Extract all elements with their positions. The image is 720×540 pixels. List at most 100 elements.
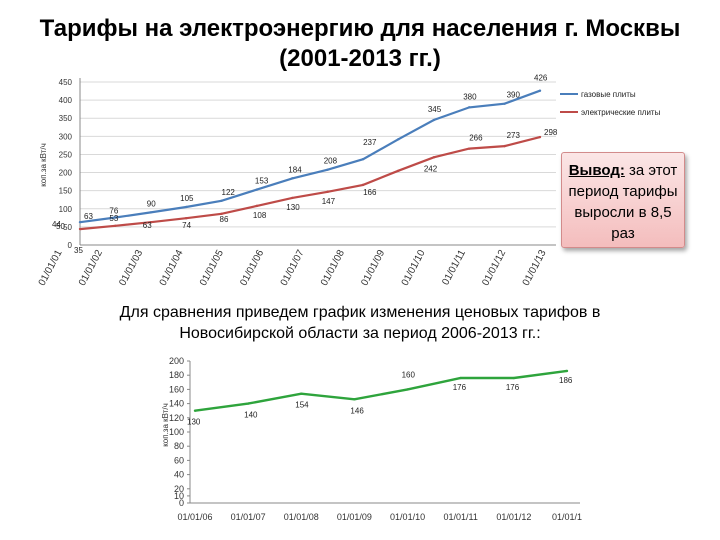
data-point	[246, 402, 250, 405]
data-label: 74	[182, 221, 191, 230]
data-label: 140	[244, 411, 258, 420]
data-label: 153	[255, 177, 269, 186]
y-tick-label: 0	[179, 498, 184, 508]
moscow-tariff-chart: 0 50 100 150 200 250 300 350 400 450 коп.за кВт/ч 0…	[37, 74, 661, 288]
data-point	[78, 220, 82, 224]
y-tick-label: 120	[169, 413, 184, 423]
x-tick-label: 01/01/03	[117, 248, 145, 288]
data-label: 176	[453, 383, 467, 392]
x-tick-label: 01/01/11	[444, 512, 478, 522]
y-tick-label: 50	[63, 223, 72, 232]
data-label: 147	[322, 197, 336, 206]
data-label: 390	[507, 91, 521, 100]
x-tick-label: 01/01/05	[198, 248, 226, 288]
y-tick-label: 140	[169, 399, 184, 409]
callout-text: за этот период тарифы выросли в 8,5 раз	[568, 162, 678, 242]
x-tick-label: 01/01/09	[359, 248, 387, 288]
x-tick-label: 01/01/04	[158, 248, 186, 288]
y-tick-label: 350	[59, 114, 73, 123]
y-tick-label: 100	[169, 427, 184, 437]
data-label: 298	[544, 128, 558, 137]
data-label: 86	[220, 215, 229, 224]
data-point	[220, 212, 223, 216]
y-tick-label: 60	[174, 455, 184, 465]
data-point	[406, 388, 409, 391]
x-tick-label: 01/01/08	[319, 248, 347, 288]
data-point	[432, 156, 436, 159]
data-point	[503, 102, 506, 105]
x-tick-label: 01/01/1	[552, 512, 582, 522]
data-label: 130	[187, 418, 201, 427]
x-tick-label: 01/01/07	[279, 248, 307, 288]
data-point	[184, 205, 188, 209]
x-tick-label: 01/01/12	[480, 248, 508, 288]
data-label: 90	[147, 199, 156, 208]
y-tick-label: 40	[174, 470, 184, 480]
x-tick-label: 01/01/10	[390, 512, 425, 522]
data-label: 50	[56, 222, 65, 231]
series-line	[194, 369, 568, 412]
x-tick-label: 01/01/06	[177, 512, 212, 522]
data-label: 426	[534, 74, 548, 83]
series-line	[79, 136, 541, 231]
y-tick-label: 100	[59, 205, 73, 214]
data-point	[353, 398, 356, 401]
data-label: 166	[363, 188, 377, 197]
data-label: 146	[350, 406, 364, 415]
data-label: 380	[463, 92, 477, 101]
slide-title: Тарифы на электроэнергию для населения г…	[0, 14, 720, 74]
data-label: 35	[74, 246, 83, 255]
x-tick-label: 01/01/07	[231, 512, 266, 522]
data-label: 76	[109, 206, 118, 215]
data-point	[149, 220, 152, 224]
y-axis-label: коп.за кВт/ч	[161, 403, 170, 447]
y-tick-label: 0	[68, 241, 73, 250]
data-point	[468, 106, 471, 109]
x-tick-label: 01/01/01	[37, 248, 65, 288]
y-axis-label: коп.за кВт/ч	[39, 143, 48, 187]
y-tick-label: 250	[59, 150, 73, 159]
y-tick-label: 450	[59, 78, 73, 87]
data-label: 273	[507, 131, 521, 140]
x-tick-label: 01/01/13	[521, 248, 549, 288]
y-tick-label: 200	[59, 169, 73, 178]
x-tick-label: 01/01/08	[284, 512, 319, 522]
data-label: 154	[295, 401, 309, 410]
data-label: 242	[424, 164, 438, 173]
data-label: 237	[363, 138, 377, 147]
y-tick-label: 80	[174, 441, 184, 451]
y-tick-label: 180	[169, 370, 184, 380]
conclusion-callout: Вывод: за этот период тарифы выросли в 8…	[561, 152, 685, 248]
y-tick-label: 160	[169, 384, 184, 394]
x-tick-label: 01/01/09	[337, 512, 372, 522]
y-tick-label: 150	[59, 187, 73, 196]
data-label: 266	[469, 134, 483, 143]
data-point	[255, 188, 259, 191]
x-tick-label: 01/01/06	[238, 248, 266, 288]
data-label: 186	[559, 376, 573, 385]
data-label: 63	[143, 221, 152, 230]
data-point	[361, 183, 365, 187]
title-line-1: Тарифы на электроэнергию для населения г…	[39, 15, 681, 42]
data-label: 108	[253, 211, 267, 220]
data-label: 130	[286, 203, 300, 212]
data-point	[503, 144, 506, 148]
data-point	[397, 169, 400, 172]
y-tick-label: 400	[59, 96, 73, 105]
data-label: 184	[288, 165, 302, 174]
data-point	[220, 199, 223, 203]
data-label: 63	[84, 212, 93, 221]
data-label: 345	[428, 105, 442, 114]
data-point	[184, 216, 188, 220]
callout-lead: Вывод:	[568, 162, 625, 179]
series-line	[79, 89, 541, 224]
data-point	[538, 89, 542, 92]
data-point	[291, 177, 294, 180]
x-tick-label: 01/01/12	[496, 512, 531, 522]
data-point	[538, 135, 542, 139]
data-point	[114, 224, 117, 228]
data-label: 208	[324, 157, 338, 166]
data-point	[565, 369, 569, 373]
y-tick-label: 20	[174, 484, 184, 494]
subtitle-line-2: Новосибирской области за период 2006-201…	[179, 325, 541, 342]
